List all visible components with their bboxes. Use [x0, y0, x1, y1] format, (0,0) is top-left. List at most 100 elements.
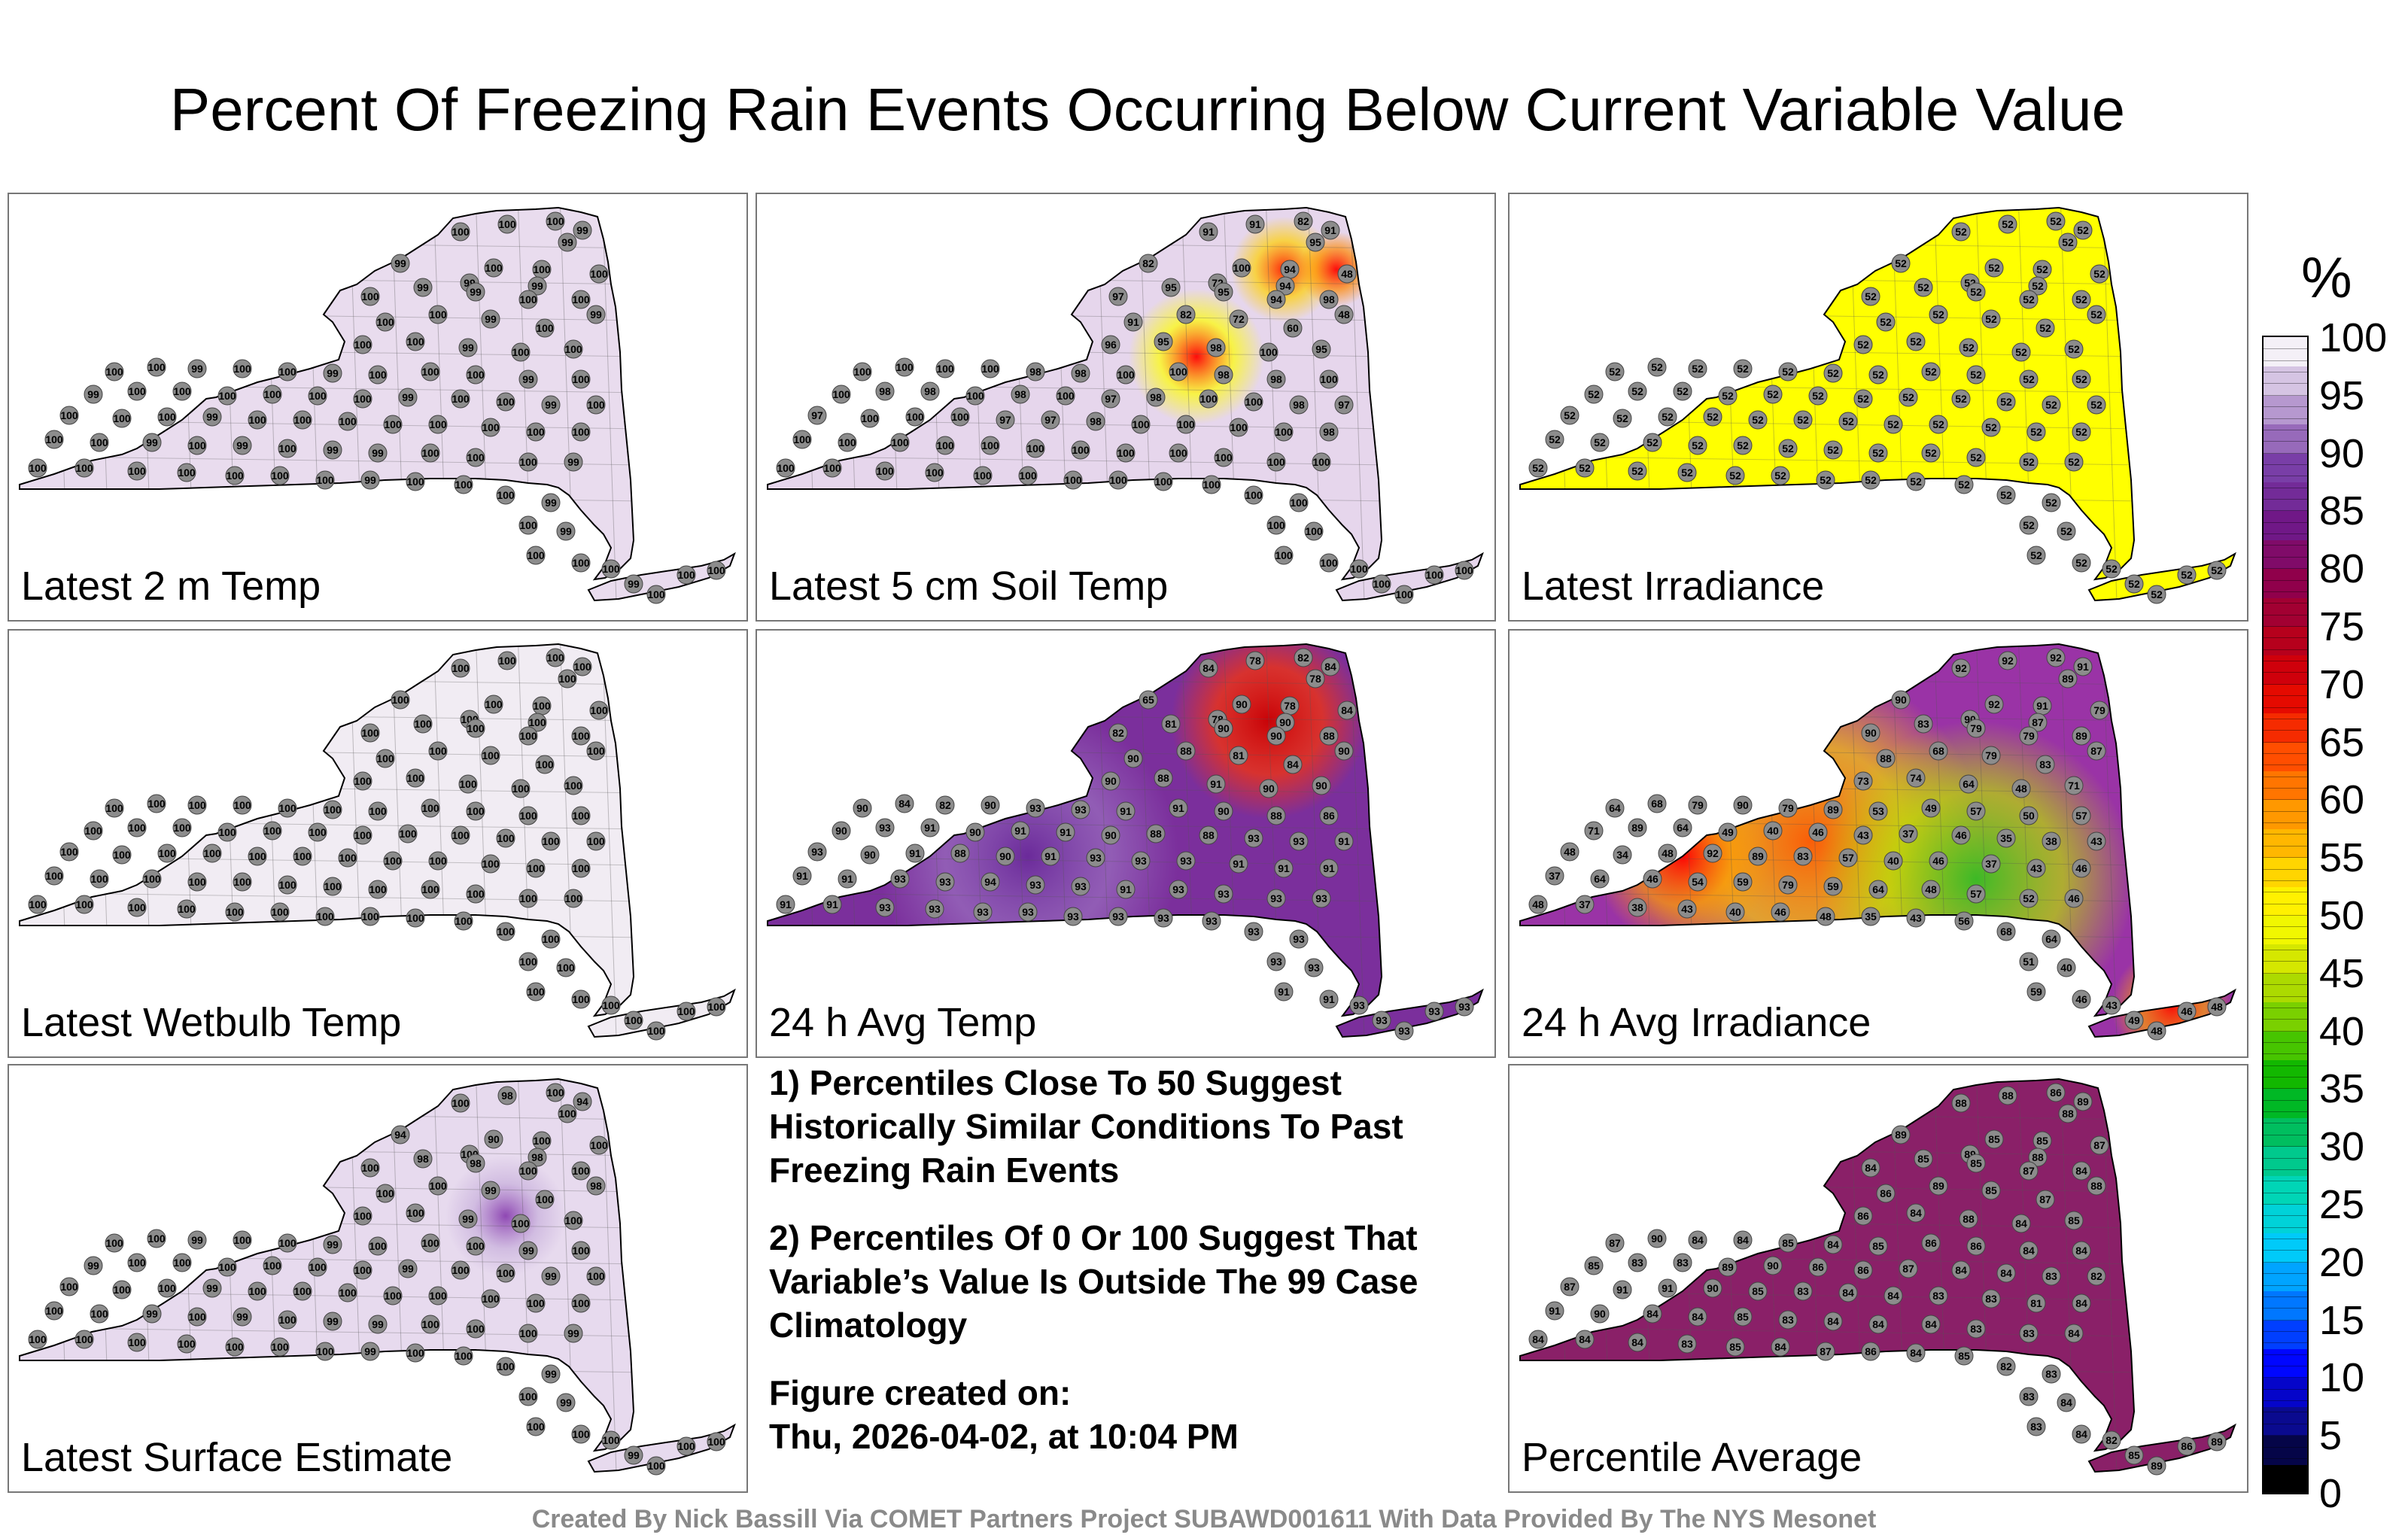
station-marker: [1266, 369, 1286, 389]
panel-label: Latest Surface Estimate: [21, 1435, 453, 1480]
colorbar-line: [2264, 1308, 2307, 1309]
colorbar-tick: 65: [2319, 719, 2365, 765]
station-marker: [2072, 1424, 2091, 1444]
station-marker: [421, 1315, 440, 1334]
station-marker: [1266, 515, 1286, 535]
station-value: 85: [1737, 1311, 1749, 1323]
station-marker: [451, 222, 470, 242]
station-marker: [84, 385, 103, 404]
station-marker: [1214, 448, 1233, 467]
station-marker: [1793, 1281, 1813, 1301]
station-value: 100: [1233, 262, 1251, 274]
county-line: [601, 208, 618, 600]
station-marker: [2072, 1293, 2091, 1313]
station-marker: [2124, 574, 2144, 594]
station-value: 93: [929, 903, 941, 915]
station-marker: [1853, 1206, 1873, 1226]
station-marker: [1853, 389, 1873, 409]
colorbar-line: [2264, 695, 2307, 697]
station-value: 100: [376, 752, 394, 764]
station-marker: [2019, 1241, 2039, 1260]
station-value: 100: [84, 825, 102, 837]
colorbar-tick: 95: [2319, 372, 2365, 418]
station-value: 91: [1044, 850, 1057, 862]
station-marker: [270, 466, 290, 485]
station-value: 91: [826, 898, 838, 910]
station-value: 99: [327, 1239, 339, 1251]
county-line: [138, 1079, 154, 1472]
colorbar-line: [2264, 868, 2307, 870]
station-value: 83: [2045, 1270, 2057, 1282]
station-marker: [1981, 746, 2001, 765]
station-value: 93: [879, 822, 891, 834]
station-value: 90: [984, 799, 996, 811]
station-marker: [1838, 412, 1858, 431]
station-value: 93: [1135, 855, 1147, 867]
state-border: [19, 206, 635, 581]
station-marker: [1101, 335, 1120, 354]
station-marker: [2064, 776, 2084, 795]
station-value: 100: [1267, 519, 1285, 531]
station-value: 100: [354, 339, 372, 351]
station-value: 90: [1127, 752, 1139, 764]
station-value: 90: [1707, 1282, 1719, 1294]
station-marker: [1959, 1209, 1978, 1229]
station-marker: [1703, 843, 1722, 863]
station-marker: [1808, 386, 1828, 406]
station-marker: [981, 436, 1000, 455]
station-marker: [1725, 466, 1745, 485]
station-value: 100: [128, 465, 146, 477]
station-value: 84: [2060, 1397, 2072, 1409]
station-value: 46: [1955, 829, 1967, 841]
station-marker: [1899, 824, 1918, 843]
station-marker: [1884, 1286, 1903, 1306]
station-value: 59: [2030, 986, 2042, 998]
station-marker: [293, 1281, 312, 1301]
station-value: 91: [1120, 805, 1132, 817]
station-value: 100: [421, 1318, 439, 1330]
station-value: 100: [1072, 444, 1090, 456]
station-marker: [1658, 843, 1677, 863]
station-value: 85: [1782, 1237, 1794, 1249]
station-value: 99: [372, 447, 384, 459]
station-value: 100: [316, 910, 334, 923]
station-marker: [383, 1286, 403, 1306]
station-value: 93: [1293, 835, 1305, 847]
colorbar-line: [2264, 1019, 2307, 1020]
station-marker: [526, 422, 546, 442]
station-marker: [1996, 485, 2016, 505]
station-marker: [546, 1083, 565, 1102]
station-marker: [1259, 779, 1278, 798]
station-value: 100: [316, 1345, 334, 1357]
station-value: 93: [977, 906, 989, 918]
station-value: 100: [354, 775, 372, 787]
colorbar-line: [2264, 1041, 2307, 1043]
colorbar-line: [2264, 683, 2307, 685]
station-marker: [2147, 1021, 2166, 1041]
county-line: [928, 208, 944, 600]
station-value: 100: [602, 999, 620, 1011]
station-marker: [1394, 585, 1414, 604]
station-value: 93: [894, 873, 906, 885]
station-value: 99: [628, 578, 640, 590]
station-value: 100: [128, 385, 146, 397]
station-marker: [950, 843, 970, 863]
station-value: 99: [327, 444, 339, 456]
station-marker: [2177, 1436, 2197, 1456]
station-value: 100: [974, 470, 992, 482]
station-value: 43: [2105, 999, 2118, 1011]
station-marker: [2102, 1430, 2121, 1450]
station-value: 99: [402, 391, 414, 403]
station-value: 91: [1323, 862, 1335, 874]
station-value: 100: [75, 1333, 93, 1345]
station-marker: [1349, 559, 1369, 579]
station-marker: [571, 553, 591, 573]
station-value: 40: [1729, 906, 1741, 918]
station-marker: [1244, 828, 1263, 848]
station-value: 100: [951, 411, 969, 423]
station-value: 84: [2075, 1297, 2087, 1309]
station-value: 100: [278, 442, 296, 454]
station-value: 100: [128, 1257, 146, 1269]
station-marker: [2036, 318, 2055, 338]
